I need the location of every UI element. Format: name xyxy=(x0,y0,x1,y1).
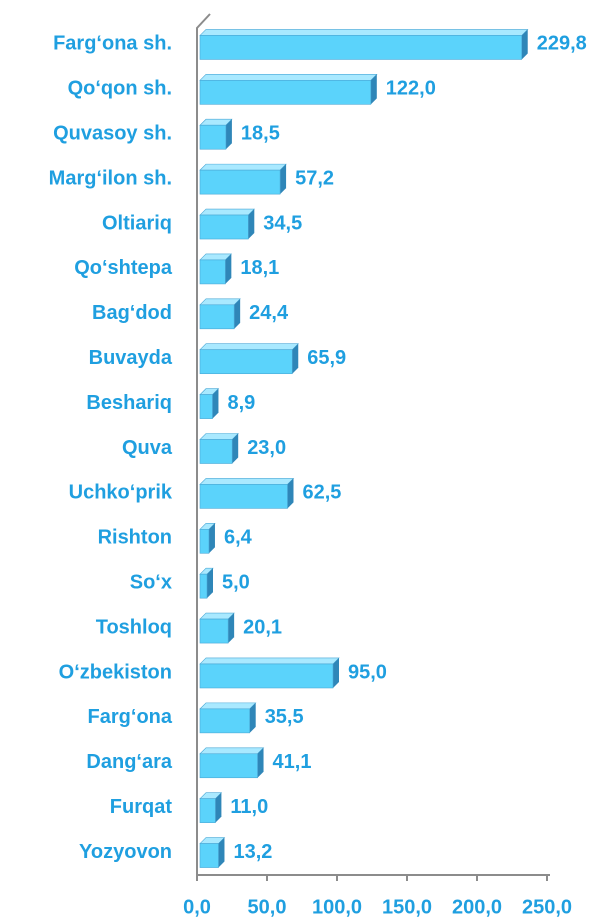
bar-top xyxy=(199,343,299,351)
value-label: 122,0 xyxy=(386,78,436,100)
bar-side xyxy=(287,478,294,509)
value-label: 62,5 xyxy=(303,482,342,504)
x-tick-label: 150,0 xyxy=(382,896,432,918)
bar-side xyxy=(218,837,225,868)
bar xyxy=(199,484,288,509)
y-tick-label: Bag‘dod xyxy=(92,302,172,324)
bar xyxy=(199,618,229,644)
bar-side xyxy=(232,433,239,464)
value-label: 57,2 xyxy=(295,167,334,189)
bar-top xyxy=(199,163,287,171)
x-tick-label: 0,0 xyxy=(183,896,211,918)
bar xyxy=(199,124,227,150)
y-tick-label: So‘x xyxy=(130,571,172,593)
bar-top xyxy=(199,208,256,216)
bar-side xyxy=(234,298,241,329)
bar-side xyxy=(225,253,232,284)
bar xyxy=(199,843,219,868)
bar-side xyxy=(257,747,264,778)
y-tick-label: Quvasoy sh. xyxy=(53,123,172,145)
bar-side xyxy=(249,702,256,733)
bar xyxy=(199,573,208,599)
bar-side xyxy=(521,29,528,60)
bar-side xyxy=(248,209,255,240)
bar-top xyxy=(199,29,529,36)
bar-side xyxy=(215,792,222,823)
value-label: 35,5 xyxy=(265,706,304,728)
bar xyxy=(199,708,251,734)
value-label: 41,1 xyxy=(273,751,312,773)
y-tick-label: Beshariq xyxy=(86,392,172,414)
bar xyxy=(199,528,210,554)
value-label: 11,0 xyxy=(230,796,268,818)
y-tick-label: Quva xyxy=(122,437,173,459)
bar-top xyxy=(199,74,378,81)
bar xyxy=(199,439,233,464)
value-label: 20,1 xyxy=(243,616,282,638)
bar xyxy=(199,349,293,375)
bar-side xyxy=(225,119,232,150)
y-tick-label: Furqat xyxy=(110,796,173,818)
bar-side xyxy=(333,657,339,688)
bar-side xyxy=(208,523,215,554)
value-label: 65,9 xyxy=(307,347,346,369)
x-tick-label: 250,0 xyxy=(522,896,572,918)
value-label: 23,0 xyxy=(247,437,286,459)
y-tick-label: Buvayda xyxy=(89,347,173,369)
value-label: 34,5 xyxy=(263,212,302,234)
bar xyxy=(199,798,216,823)
y-tick-label: Yozyovon xyxy=(79,841,172,863)
bar-top xyxy=(199,702,257,710)
y-tick-label: Qo‘shtepa xyxy=(74,257,173,279)
bar xyxy=(199,214,249,240)
value-label: 24,4 xyxy=(249,302,289,324)
bar-side xyxy=(292,343,299,374)
value-label: 18,1 xyxy=(240,257,279,279)
bar-side xyxy=(212,388,219,419)
bar xyxy=(199,80,372,105)
y-tick-label: Qo‘qon sh. xyxy=(68,78,172,100)
bar-side xyxy=(207,568,213,599)
bar xyxy=(199,753,258,779)
bar-top xyxy=(199,433,239,440)
value-label: 18,5 xyxy=(241,123,280,145)
value-label: 95,0 xyxy=(348,661,387,683)
y-tick-label: Farg‘ona sh. xyxy=(53,33,172,55)
value-label: 13,2 xyxy=(233,841,272,863)
y-tick-label: O‘zbekiston xyxy=(59,661,172,683)
value-label: 8,9 xyxy=(227,392,255,414)
y-tick-label: Oltiariq xyxy=(102,212,172,234)
y-tick-label: Toshloq xyxy=(96,616,172,638)
y-tick-label: Uchko‘prik xyxy=(69,482,173,504)
x-tick-label: 100,0 xyxy=(312,896,362,918)
bar-side xyxy=(280,164,287,195)
bar xyxy=(199,304,235,330)
bar xyxy=(199,35,523,60)
value-label: 229,8 xyxy=(537,33,587,55)
bar xyxy=(199,394,213,419)
value-label: 6,4 xyxy=(224,527,253,549)
bar xyxy=(199,663,334,689)
y-tick-label: Dang‘ara xyxy=(86,751,172,773)
y-tick-label: Farg‘ona xyxy=(88,706,173,728)
x-tick-label: 50,0 xyxy=(248,896,287,918)
y-tick-label: Marg‘ilon sh. xyxy=(49,167,172,189)
bar-top xyxy=(199,478,295,485)
bar xyxy=(199,169,281,195)
y-tick-label: Rishton xyxy=(98,527,172,549)
bar-top xyxy=(199,747,265,755)
axis-wall xyxy=(196,13,211,875)
bar-side xyxy=(370,74,377,105)
bar xyxy=(199,259,226,285)
bar-top xyxy=(199,298,241,306)
bar-top xyxy=(199,657,340,665)
bar-top xyxy=(199,612,235,620)
value-label: 5,0 xyxy=(222,571,250,593)
bar-side xyxy=(228,613,235,644)
x-tick-label: 200,0 xyxy=(452,896,502,918)
